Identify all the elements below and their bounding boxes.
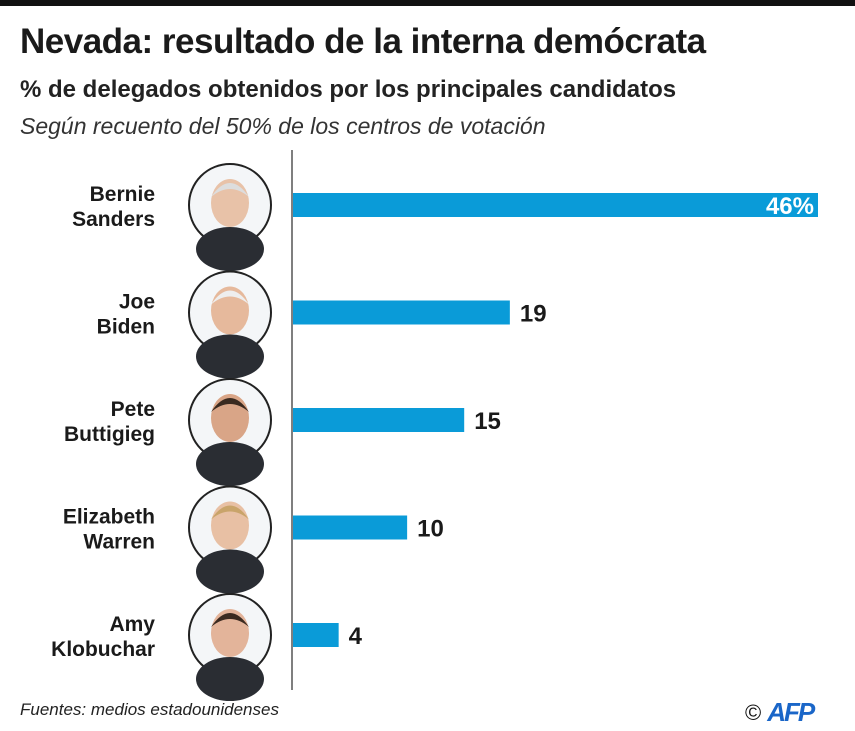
- category-label-line: Amy: [109, 613, 155, 636]
- data-label: 15: [474, 408, 501, 435]
- top-rule: [0, 0, 855, 6]
- candidate-photo-hair: [211, 183, 249, 197]
- category-label-line: Bernie: [90, 183, 155, 206]
- category-label: Bernie Sanders: [72, 183, 155, 231]
- category-label-line: Sanders: [72, 208, 155, 231]
- bar: [293, 193, 818, 217]
- bar: [293, 515, 408, 540]
- category-label-line: Warren: [83, 531, 155, 554]
- data-label: 10: [417, 516, 444, 543]
- data-label: 46%: [766, 193, 814, 220]
- category-label-line: Elizabeth: [63, 506, 155, 529]
- category-label: Joe Biden: [97, 291, 155, 339]
- data-label: 4: [349, 623, 363, 650]
- candidate-photo-hair: [211, 290, 249, 305]
- bar: [293, 300, 510, 325]
- candidate-photo-shoulders: [196, 657, 264, 701]
- category-label-line: Biden: [97, 316, 155, 339]
- afp-logo: © AFP: [745, 697, 815, 728]
- afp-logo-text: AFP: [767, 697, 815, 727]
- category-label: Elizabeth Warren: [63, 506, 155, 554]
- category-label: Pete Buttigieg: [64, 398, 155, 446]
- candidate-photo-shoulders: [196, 442, 264, 486]
- candidate-photo-shoulders: [196, 549, 264, 594]
- copyright-symbol: ©: [745, 699, 762, 725]
- bar: [293, 623, 339, 647]
- candidate-photo-hair: [211, 505, 249, 520]
- candidate-photo-hair: [211, 398, 249, 412]
- candidate-photo-hair: [211, 613, 249, 627]
- chart-subtitle: % de delegados obtenidos por los princip…: [20, 76, 677, 103]
- bar: [293, 408, 465, 432]
- candidate-photo-shoulders: [196, 227, 264, 271]
- category-label-line: Klobuchar: [51, 638, 155, 661]
- source-note: Fuentes: medios estadounidenses: [20, 700, 279, 719]
- category-label: Amy Klobuchar: [51, 613, 155, 661]
- category-label-line: Pete: [111, 398, 155, 421]
- chart-title: Nevada: resultado de la interna demócrat…: [20, 22, 706, 61]
- data-label: 19: [520, 301, 547, 328]
- chart-note: Según recuento del 50% de los centros de…: [20, 113, 546, 139]
- category-label-line: Buttigieg: [64, 423, 155, 446]
- candidate-photo-shoulders: [196, 334, 264, 379]
- category-label-line: Joe: [119, 291, 155, 314]
